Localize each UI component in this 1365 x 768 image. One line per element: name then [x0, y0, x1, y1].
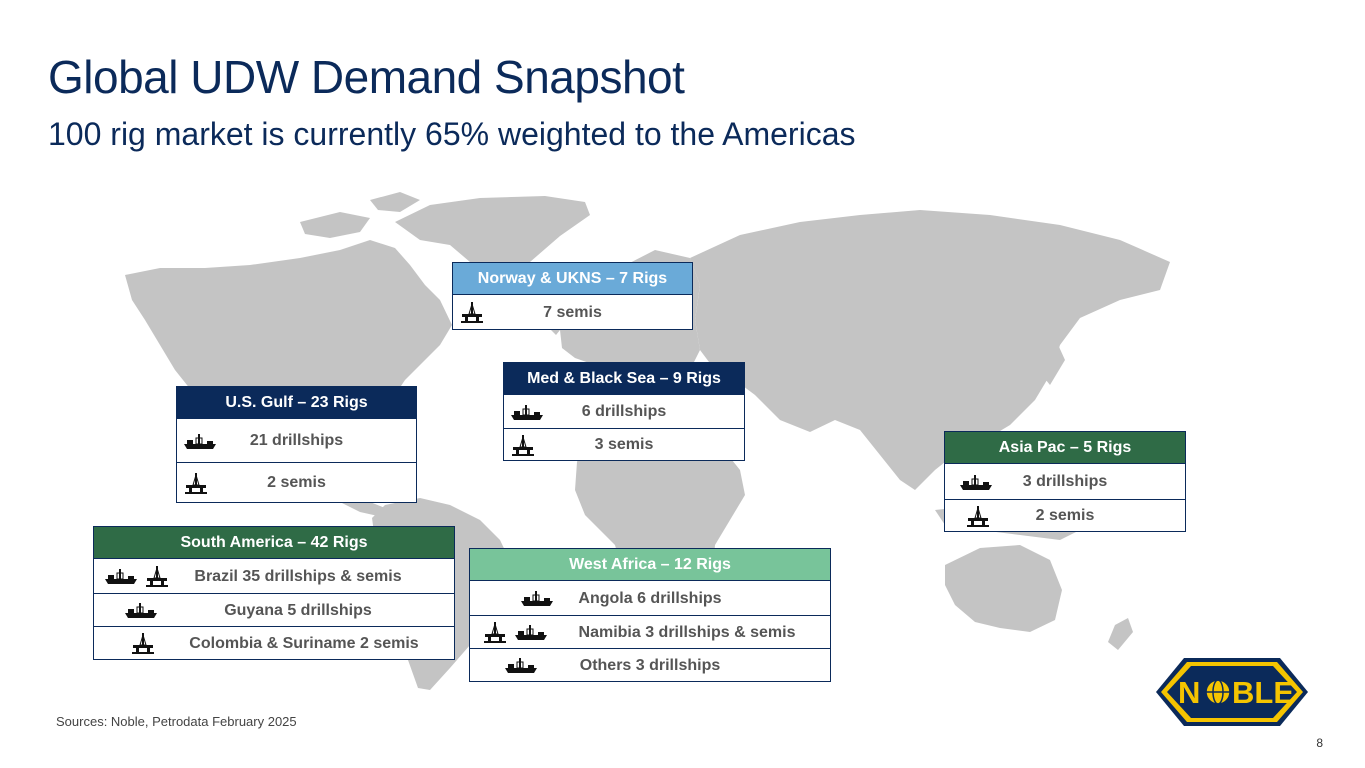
drillship-icon: [960, 474, 992, 490]
semi-icon: [512, 434, 534, 456]
region-box-norway: Norway & UKNS – 7 Rigs 7 semis: [452, 262, 693, 330]
region-row-text: 3 semis: [594, 436, 654, 453]
semi-icon: [185, 472, 207, 494]
region-header-westafrica: West Africa – 12 Rigs: [470, 549, 830, 580]
region-row: 2 semis: [177, 462, 416, 502]
semi-icon: [484, 622, 506, 643]
region-header-norway: Norway & UKNS – 7 Rigs: [453, 263, 692, 294]
semi-icon: [967, 505, 989, 527]
page-number: 8: [1316, 736, 1323, 750]
globe-icon: [1205, 679, 1231, 705]
map-north-america: [125, 240, 452, 478]
map-africa: [575, 430, 745, 655]
map-greenland: [395, 196, 590, 268]
drillship-icon: [125, 603, 157, 618]
region-row-text: Angola 6 drillships: [578, 590, 722, 607]
logo-text-left: N: [1178, 675, 1200, 710]
region-box-med: Med & Black Sea – 9 Rigs 6 drillships 3 …: [503, 362, 745, 461]
drillship-icon: [184, 433, 216, 449]
sources-note: Sources: Noble, Petrodata February 2025: [56, 714, 297, 729]
region-row-text: 3 drillships: [1022, 473, 1108, 490]
drillship-icon: [515, 625, 547, 640]
region-box-southamerica: South America – 42 Rigs Brazil 35 drills…: [93, 526, 455, 660]
region-row: Others 3 drillships: [470, 648, 830, 681]
semi-icon: [461, 302, 483, 323]
region-header-med: Med & Black Sea – 9 Rigs: [504, 363, 744, 394]
region-row: Brazil 35 drillships & semis: [94, 558, 454, 593]
region-row: 6 drillships: [504, 394, 744, 428]
region-box-westafrica: West Africa – 12 Rigs Angola 6 drillship…: [469, 548, 831, 682]
semi-icon: [132, 633, 154, 654]
region-row: Colombia & Suriname 2 semis: [94, 626, 454, 659]
region-box-asiapac: Asia Pac – 5 Rigs 3 drillships 2 semis: [944, 431, 1186, 532]
map-australia: [945, 545, 1062, 632]
noble-logo: N BLE: [1156, 658, 1308, 726]
region-row-text: 2 semis: [1035, 507, 1095, 524]
page-title: Global UDW Demand Snapshot: [48, 51, 685, 103]
region-row-text: 2 semis: [267, 474, 326, 491]
region-row-text: Guyana 5 drillships: [224, 602, 372, 619]
region-row-text: Others 3 drillships: [579, 657, 721, 674]
region-row: 3 drillships: [945, 463, 1185, 499]
region-row-text: Namibia 3 drillships & semis: [578, 624, 796, 641]
region-row-text: 6 drillships: [581, 403, 667, 420]
region-row: Guyana 5 drillships: [94, 593, 454, 626]
region-row: 3 semis: [504, 428, 744, 460]
region-header-asiapac: Asia Pac – 5 Rigs: [945, 432, 1185, 463]
region-header-usgulf: U.S. Gulf – 23 Rigs: [177, 387, 416, 418]
page-subtitle: 100 rig market is currently 65% weighted…: [48, 116, 856, 152]
region-row: Angola 6 drillships: [470, 580, 830, 615]
drillship-icon: [105, 569, 137, 584]
region-row: 21 drillships: [177, 418, 416, 462]
logo-text-right: BLE: [1232, 675, 1294, 710]
drillship-icon: [505, 658, 537, 673]
semi-icon: [146, 566, 168, 587]
region-box-usgulf: U.S. Gulf – 23 Rigs 21 drillships 2 semi…: [176, 386, 417, 503]
region-row: 2 semis: [945, 499, 1185, 531]
region-row-text: Colombia & Suriname 2 semis: [189, 635, 419, 652]
region-row-text: 21 drillships: [249, 432, 344, 449]
region-row: Namibia 3 drillships & semis: [470, 615, 830, 648]
map-asia: [690, 210, 1170, 490]
drillship-icon: [521, 591, 553, 606]
drillship-icon: [511, 404, 543, 420]
region-header-southamerica: South America – 42 Rigs: [94, 527, 454, 558]
region-row-text: Brazil 35 drillships & semis: [194, 568, 402, 585]
region-row: 7 semis: [453, 294, 692, 329]
region-row-text: 7 semis: [543, 304, 602, 321]
